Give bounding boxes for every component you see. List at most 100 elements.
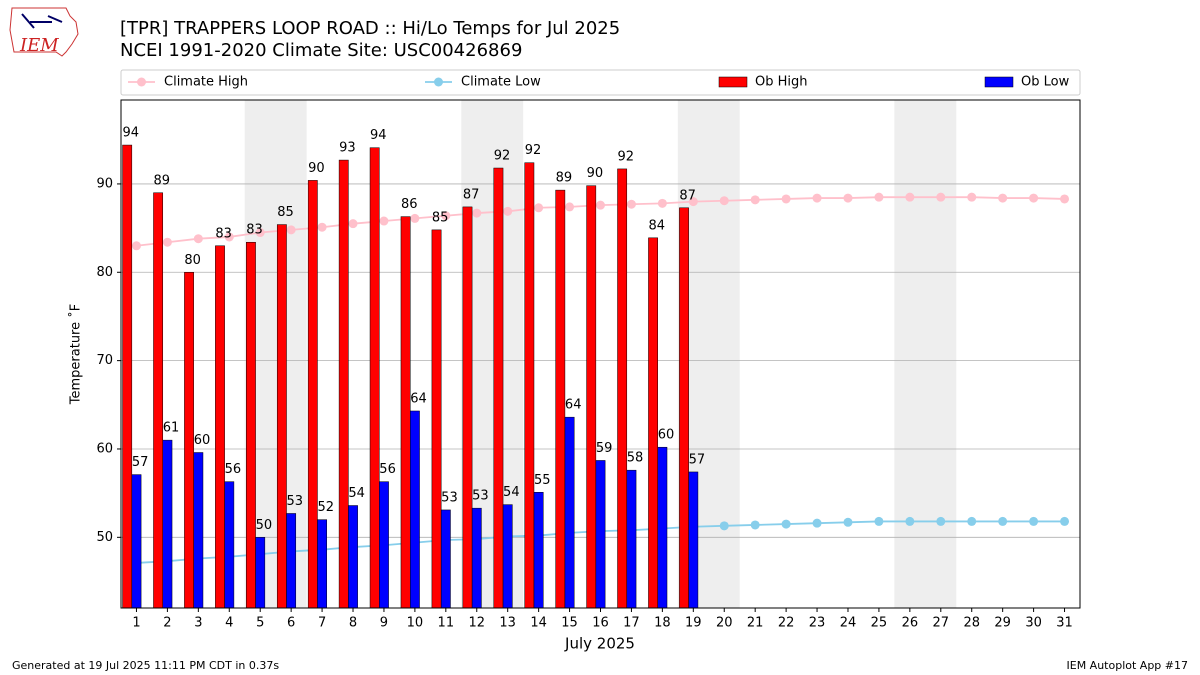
- legend: [120, 69, 1081, 96]
- y-tick-label: 50: [96, 530, 113, 545]
- x-tick-label: 21: [747, 616, 764, 631]
- bar: [307, 180, 318, 609]
- data-label: 92: [618, 149, 635, 164]
- line-marker: [565, 202, 575, 212]
- weekend-shade: [894, 100, 957, 608]
- data-label: 85: [432, 210, 449, 225]
- bar: [286, 513, 297, 609]
- x-tick-label: 7: [318, 616, 326, 631]
- y-tick-label: 90: [96, 176, 113, 191]
- bar: [657, 446, 668, 609]
- line-marker: [936, 192, 946, 202]
- line-marker: [843, 193, 853, 203]
- data-label: 64: [410, 391, 427, 406]
- data-label: 52: [317, 500, 334, 515]
- line-marker: [781, 194, 791, 204]
- bar: [348, 505, 358, 609]
- line-marker: [905, 192, 915, 202]
- bar: [379, 481, 389, 609]
- data-label: 90: [308, 161, 325, 176]
- data-label: 58: [627, 451, 644, 466]
- line-marker: [410, 213, 420, 223]
- y-tick-label: 60: [96, 441, 113, 456]
- chart-title: [TPR] TRAPPERS LOOP ROAD :: Hi/Lo Temps …: [120, 18, 620, 39]
- legend-marker: [434, 77, 443, 87]
- bar: [193, 452, 204, 609]
- line-marker: [657, 198, 667, 208]
- bar: [679, 207, 689, 609]
- data-label: 56: [225, 462, 242, 477]
- line-marker: [317, 222, 327, 232]
- data-label: 93: [339, 141, 356, 156]
- data-label: 57: [132, 455, 149, 470]
- bar: [317, 519, 327, 609]
- bar: [564, 416, 575, 609]
- bar: [255, 537, 266, 609]
- footer-right: IEM Autoplot App #17: [1067, 659, 1189, 672]
- line-marker: [750, 520, 760, 530]
- line-marker: [812, 193, 822, 203]
- bar: [184, 272, 194, 609]
- x-tick-label: 11: [438, 616, 455, 631]
- bar: [688, 471, 699, 609]
- line-marker: [998, 516, 1008, 526]
- bar: [617, 168, 628, 609]
- x-tick-label: 19: [685, 616, 702, 631]
- data-label: 89: [556, 171, 573, 186]
- line-marker: [1060, 516, 1070, 526]
- bar: [276, 224, 287, 609]
- legend-label: Climate Low: [461, 75, 541, 90]
- line-marker: [1029, 516, 1039, 526]
- data-label: 54: [503, 485, 520, 500]
- plot-frame: [120, 99, 1081, 609]
- x-tick-label: 1: [132, 616, 140, 631]
- x-tick-label: 3: [194, 616, 202, 631]
- bar: [586, 185, 597, 609]
- data-label: 54: [348, 486, 365, 501]
- data-label: 83: [215, 226, 232, 241]
- bar: [409, 410, 420, 609]
- data-label: 83: [246, 223, 263, 238]
- bar: [400, 216, 411, 609]
- line-marker: [719, 196, 729, 206]
- x-tick-label: 27: [933, 616, 950, 631]
- data-label: 64: [565, 398, 582, 413]
- legend-label: Ob High: [755, 75, 808, 90]
- x-tick-label: 5: [256, 616, 264, 631]
- data-label: 60: [658, 428, 675, 443]
- x-tick-label: 23: [809, 616, 826, 631]
- line-marker: [781, 519, 791, 529]
- x-tick-label: 10: [407, 616, 424, 631]
- data-label: 90: [587, 166, 604, 181]
- x-tick-label: 29: [994, 616, 1011, 631]
- x-tick-label: 6: [287, 616, 295, 631]
- data-label: 80: [184, 253, 201, 268]
- x-tick-label: 28: [963, 616, 980, 631]
- bar: [153, 192, 164, 609]
- line-marker: [967, 516, 977, 526]
- bar: [533, 492, 544, 609]
- data-label: 60: [194, 433, 211, 448]
- line-marker: [472, 208, 482, 218]
- logo-icon: [21, 13, 63, 29]
- data-label: 94: [123, 126, 140, 141]
- footer-left: Generated at 19 Jul 2025 11:11 PM CDT in…: [12, 659, 279, 672]
- bar: [215, 245, 225, 609]
- x-tick-label: 17: [623, 616, 640, 631]
- data-label: 53: [287, 494, 304, 509]
- legend-label: Climate High: [164, 75, 248, 90]
- x-axis-label: July 2025: [564, 635, 635, 653]
- line-marker: [874, 516, 884, 526]
- x-tick-label: 4: [225, 616, 233, 631]
- line-marker: [224, 232, 234, 242]
- bar: [338, 159, 349, 609]
- x-tick-label: 14: [530, 616, 547, 631]
- bar: [122, 144, 133, 609]
- bar: [493, 167, 504, 609]
- legend-swatch: [718, 76, 748, 88]
- data-label: 84: [648, 218, 665, 233]
- x-tick-label: 12: [468, 616, 485, 631]
- x-tick-label: 9: [380, 616, 388, 631]
- bar: [246, 241, 256, 609]
